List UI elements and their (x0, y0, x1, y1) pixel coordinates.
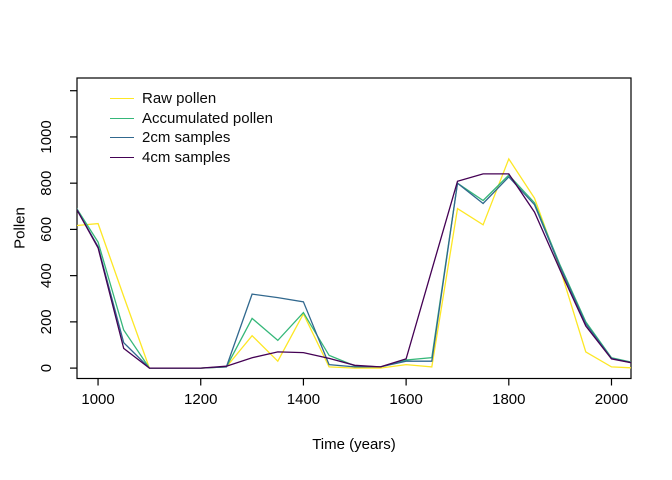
legend-item-accumulated-pollen: Accumulated pollen (110, 109, 273, 129)
x-tick-label: 1400 (287, 391, 320, 408)
y-tick-label: 200 (38, 309, 55, 334)
legend-line-swatch (110, 98, 134, 100)
y-axis-title: Pollen (11, 207, 29, 249)
legend-item-2cm-samples: 2cm samples (110, 128, 273, 148)
x-axis-title: Time (years) (312, 436, 396, 453)
legend-label: Raw pollen (142, 90, 217, 107)
y-tick-label: 1000 (38, 120, 55, 153)
legend-line-swatch (110, 137, 134, 139)
x-tick-label: 1800 (492, 391, 525, 408)
legend-label: Accumulated pollen (142, 109, 273, 127)
y-tick-label: 600 (38, 217, 55, 242)
series-line-accumulated-pollen (77, 174, 631, 369)
legend-item-raw-pollen: Raw pollen (110, 89, 273, 109)
legend-label: 4cm samples (142, 148, 231, 166)
y-tick-label: 0 (38, 364, 55, 372)
x-tick-label: 2000 (595, 391, 628, 408)
y-tick-label: 800 (38, 171, 55, 196)
x-tick-label: 1600 (389, 391, 422, 408)
plot-box (76, 77, 632, 380)
y-tick-label: 400 (38, 263, 55, 288)
legend: Raw pollen Accumulated pollen 2cm samples 4… (110, 89, 273, 167)
series-line-raw-pollen (77, 157, 631, 369)
series-line-2cm-samples (77, 175, 631, 369)
legend-line-swatch (110, 156, 134, 158)
legend-label: 2cm samples (142, 129, 231, 146)
series-line-4cm-samples (77, 173, 631, 369)
x-tick-label: 1000 (81, 391, 114, 408)
legend-item-4cm-samples: 4cm samples (110, 148, 273, 168)
x-tick-label: 1200 (184, 391, 217, 408)
legend-line-swatch (110, 117, 134, 119)
